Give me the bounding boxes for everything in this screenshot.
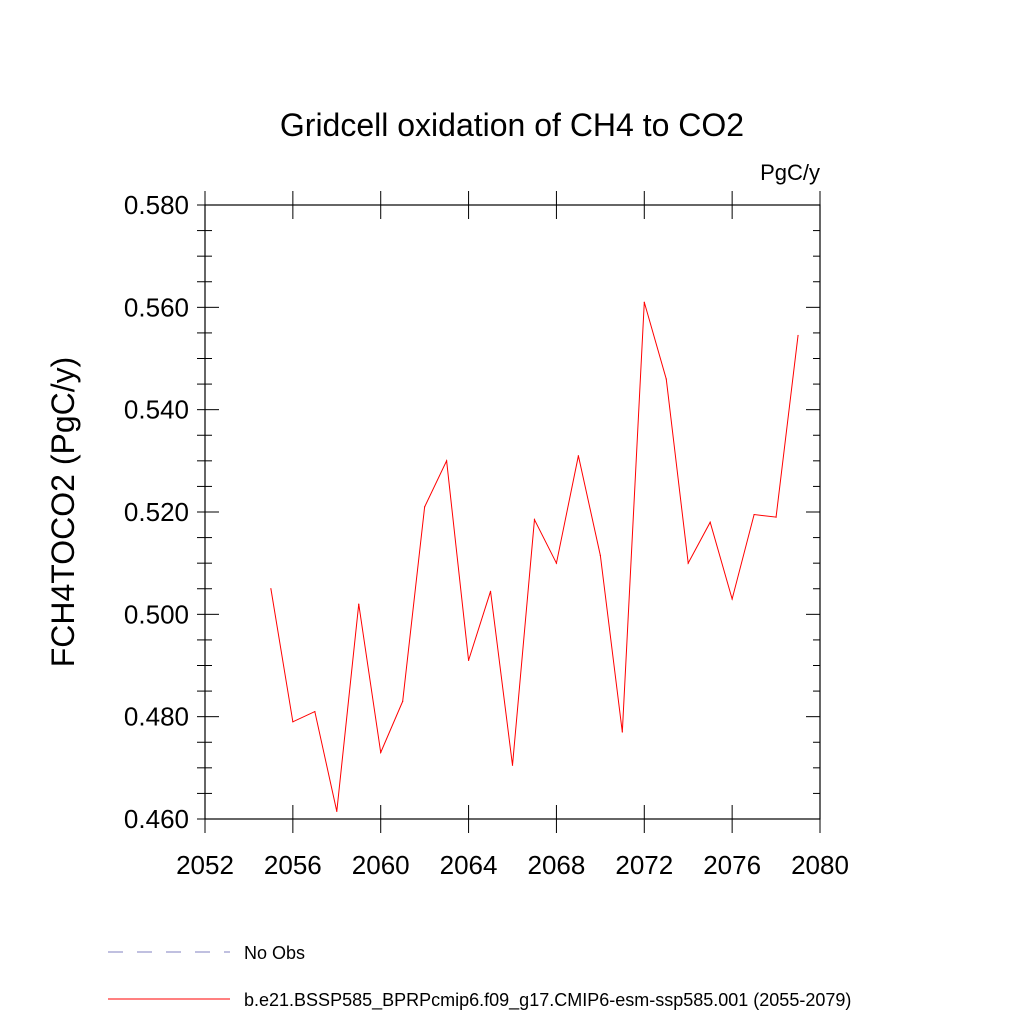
y-tick-label: 0.560 [124, 292, 189, 322]
x-tick-label: 2072 [615, 850, 673, 880]
data-point [489, 590, 492, 592]
data-point [446, 460, 448, 462]
chart-title: Gridcell oxidation of CH4 to CO2 [280, 107, 744, 143]
series-line-0 [270, 302, 799, 812]
data-point [599, 554, 601, 557]
data-point [577, 455, 579, 457]
legend-label-no-obs: No Obs [244, 943, 305, 963]
y-tick-label: 0.540 [124, 395, 189, 425]
data-point [753, 513, 755, 516]
data-point [687, 562, 689, 564]
data-point [467, 659, 470, 661]
data-point [402, 700, 404, 702]
data-point [314, 710, 316, 713]
legend-label-model-run: b.e21.BSSP585_BPRPcmip6.f09_g17.CMIP6-es… [244, 990, 851, 1011]
y-tick-label: 0.500 [124, 599, 189, 629]
data-point [358, 603, 360, 605]
units-label: PgC/y [760, 160, 820, 185]
data-point [336, 810, 338, 812]
y-tick-label: 0.520 [124, 497, 189, 527]
data-point [555, 562, 558, 564]
legend: No Obs b.e21.BSSP585_BPRPcmip6.f09_g17.C… [108, 943, 851, 1011]
x-tick-label: 2056 [264, 850, 322, 880]
x-tick-label: 2068 [528, 850, 586, 880]
data-point [292, 721, 294, 723]
data-point [380, 751, 382, 754]
y-tick-label: 0.580 [124, 190, 189, 220]
data-point [643, 301, 645, 303]
x-tick-label: 2052 [176, 850, 234, 880]
y-axis-label: FCH4TOCO2 (PgC/y) [45, 357, 81, 668]
x-tick-label: 2060 [352, 850, 410, 880]
data-point [731, 598, 733, 600]
y-tick-label: 0.480 [124, 702, 189, 732]
data-point [270, 588, 272, 590]
x-axis-ticks: 2052 2056 2060 2064 2068 2072 2076 2080 [176, 191, 849, 880]
y-tick-label: 0.460 [124, 804, 189, 834]
x-tick-label: 2080 [791, 850, 849, 880]
x-tick-label: 2064 [440, 850, 498, 880]
data-point [424, 506, 426, 508]
data-point [797, 334, 799, 337]
data-point [511, 764, 514, 766]
plot-frame [204, 204, 821, 820]
series-layer [270, 301, 799, 812]
data-point [775, 516, 777, 518]
data-point [709, 521, 711, 523]
data-point [621, 731, 623, 733]
data-point [533, 519, 536, 521]
x-tick-label: 2076 [703, 850, 761, 880]
y-axis-ticks: 0.460 0.480 0.500 0.520 0.540 0.560 0.580 [124, 190, 820, 834]
data-point [665, 378, 667, 380]
